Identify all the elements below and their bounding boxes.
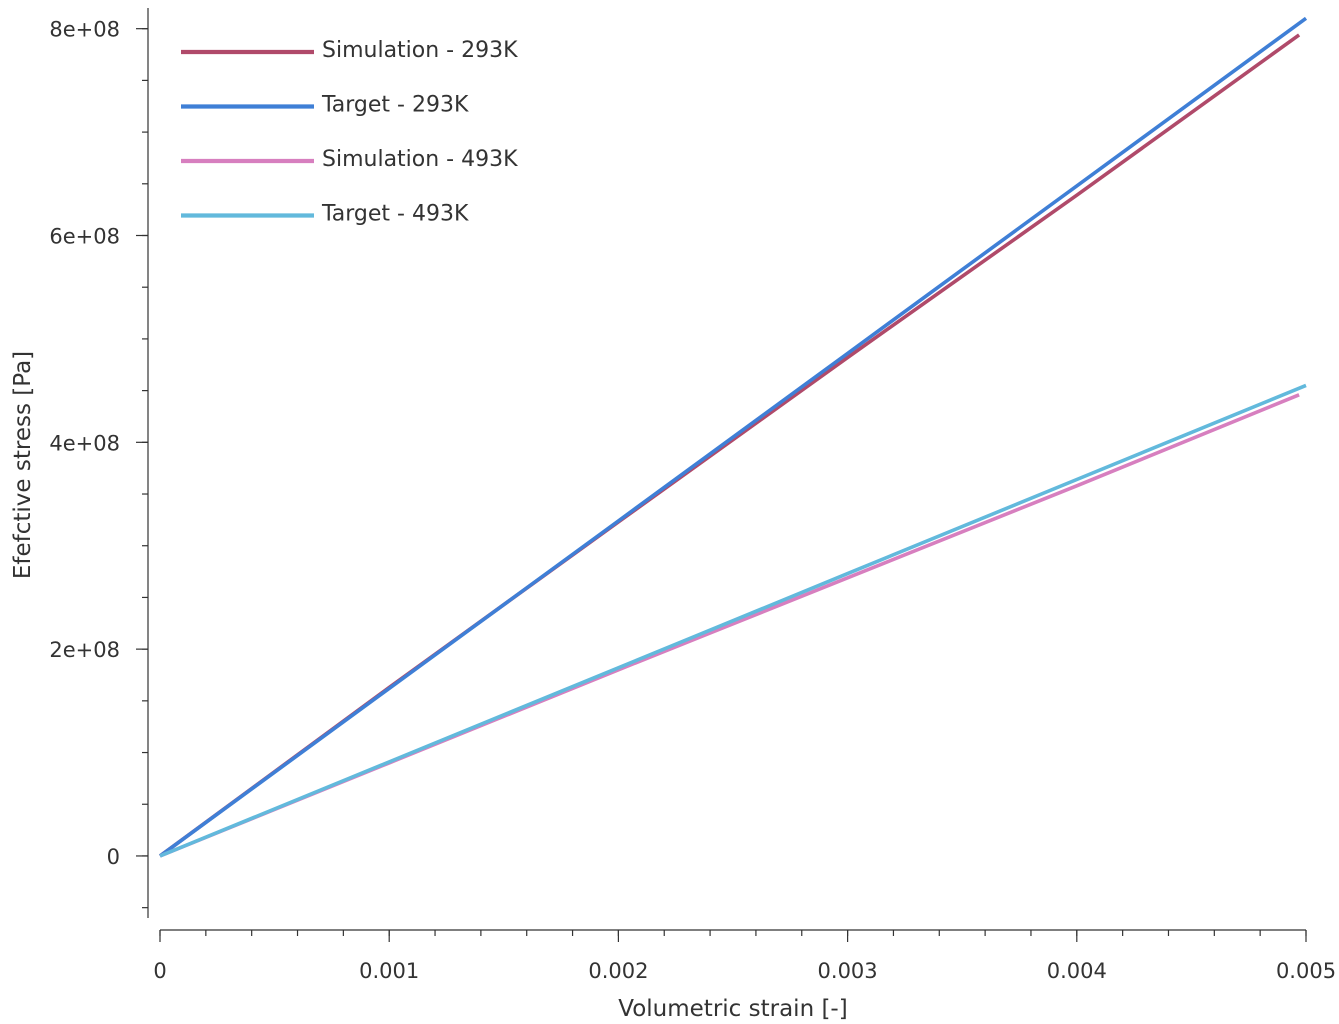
legend: Simulation - 293K Target - 293K Simulation…	[181, 38, 518, 227]
x-tick-label: 0.004	[1047, 959, 1107, 983]
x-tick-label: 0.002	[588, 959, 648, 983]
x-tick-label: 0.003	[818, 959, 878, 983]
series-line-2	[158, 16, 1308, 858]
axes: 0 2e+08 4e+08 6e+08 8e+08 0 0.001 0.002 0.003 0.0…	[49, 8, 1336, 983]
legend-label-3: Simulation - 493K	[322, 147, 518, 172]
y-tick-label: 8e+08	[49, 18, 120, 42]
x-axis-title: Volumetric strain [-]	[618, 996, 847, 1022]
x-tick-label: 0.005	[1276, 959, 1336, 983]
legend-label-4: Target - 493K	[321, 202, 469, 227]
y-tick-label: 4e+08	[49, 431, 120, 455]
y-tick-label: 0	[107, 845, 120, 869]
x-tick-label: 0.001	[359, 959, 419, 983]
series-layer	[158, 16, 1308, 858]
series-line-4	[159, 383, 1307, 858]
y-tick-label: 6e+08	[49, 225, 120, 249]
legend-label-1: Simulation - 293K	[322, 38, 518, 63]
y-tick-label: 2e+08	[49, 638, 120, 662]
x-tick-label: 0	[153, 959, 166, 983]
legend-label-2: Target - 293K	[321, 93, 469, 118]
y-axis-title: Efefctive stress [Pa]	[10, 351, 36, 579]
